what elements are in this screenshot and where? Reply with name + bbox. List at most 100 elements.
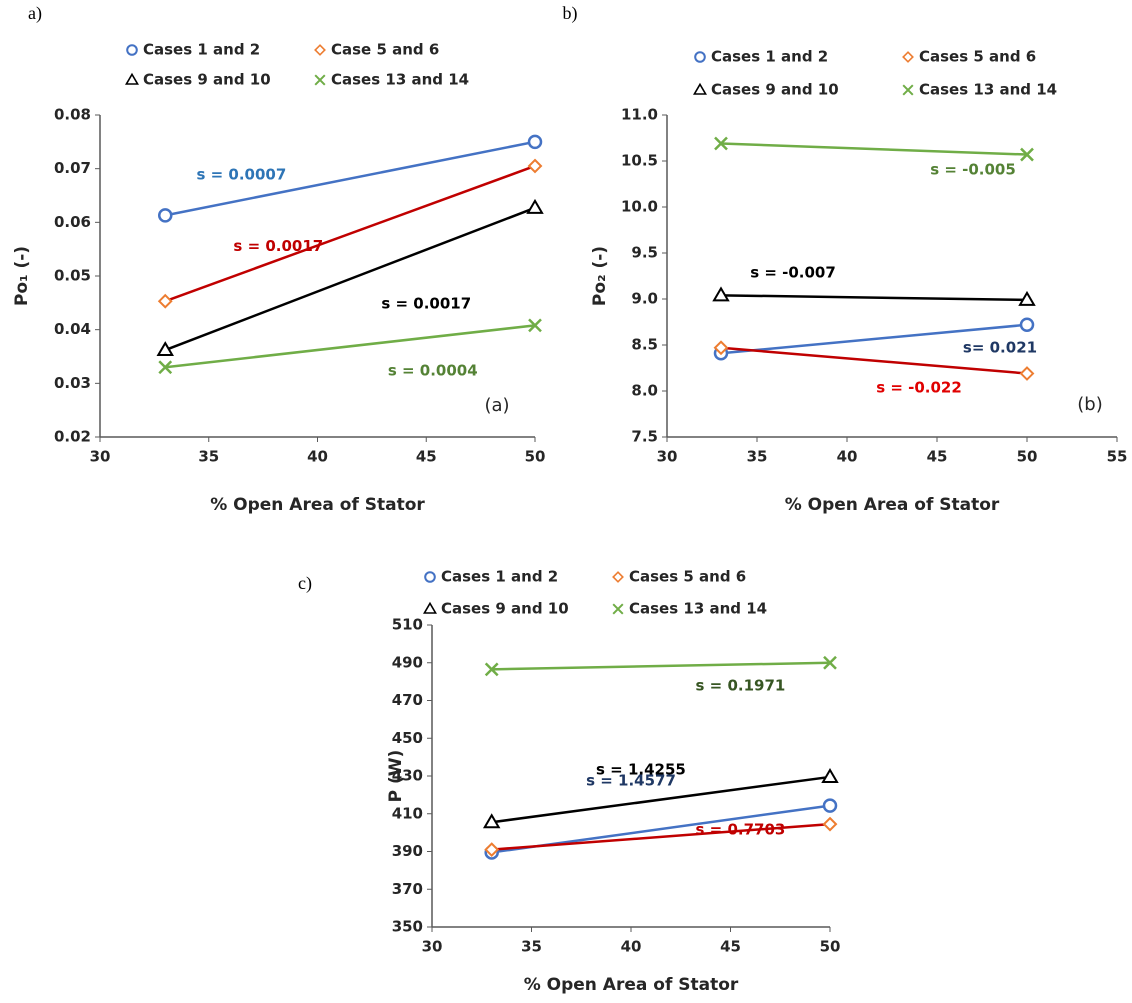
legend-label: Cases 5 and 6: [629, 568, 746, 586]
y-tick-label: 9.5: [631, 244, 658, 262]
x-tick-label: 35: [198, 448, 219, 466]
y-tick-label: 370: [392, 880, 423, 898]
x-tick-label: 40: [837, 448, 858, 466]
marker: [424, 571, 436, 583]
marker: [126, 44, 138, 56]
marker: [1019, 317, 1035, 333]
marker: [527, 158, 543, 174]
y-tick-label: 8.5: [631, 336, 658, 354]
marker: [484, 662, 499, 677]
x-tick-label: 45: [927, 448, 948, 466]
y-tick-label: 470: [392, 691, 423, 709]
x-tick-label: 35: [521, 938, 542, 956]
y-tick-label: 9.0: [631, 290, 658, 308]
marker: [528, 318, 542, 333]
y-tick-label: 510: [392, 616, 423, 634]
marker: [902, 84, 914, 96]
marker: [527, 134, 543, 150]
annotation: s = -0.005: [930, 161, 1016, 179]
y-tick-label: 0.02: [54, 428, 91, 446]
annotation: s = 0.1971: [696, 676, 786, 694]
annotation: s = 0.0017: [381, 294, 471, 312]
x-tick-label: 45: [416, 448, 437, 466]
legend-label: Cases 1 and 2: [711, 48, 828, 66]
marker: [1020, 147, 1034, 162]
annotation: s = 1.4577: [586, 772, 676, 790]
panel-tag: (b): [1077, 394, 1102, 415]
y-tick-label: 7.5: [631, 428, 658, 446]
marker: [902, 51, 914, 63]
y-tick-label: 0.03: [54, 374, 91, 392]
marker: [821, 767, 839, 783]
chart-panel: a) (a) 0.02 0.03 0.04 0.05 0.06 0.07 0.08 30 35 40 4…: [12, 3, 545, 515]
marker: [822, 798, 838, 813]
marker: [713, 340, 729, 356]
series-line: [164, 164, 536, 303]
legend-label: Cases 13 and 14: [919, 81, 1057, 99]
marker: [526, 198, 544, 214]
marker: [1018, 290, 1036, 306]
legend-label: Cases 13 and 14: [331, 71, 469, 89]
legend-label: Cases 1 and 2: [143, 41, 260, 59]
y-tick-label: 410: [392, 804, 423, 822]
annotation: s = 0.0017: [233, 237, 323, 255]
x-tick-label: 30: [657, 448, 678, 466]
y-tick-label: 0.04: [54, 320, 91, 338]
panel-label: b): [563, 3, 578, 24]
x-axis-title: % Open Area of Stator: [210, 495, 425, 515]
annotation: s = 0.7703: [696, 820, 786, 838]
y-tick-label: 390: [392, 842, 423, 860]
marker: [158, 360, 173, 375]
marker: [714, 136, 728, 151]
marker: [712, 286, 730, 302]
chart-panel: c) 350 370 390 410 430 450 470 490 510 30 35 40 45 50%…: [298, 568, 840, 996]
x-tick-label: 55: [1107, 448, 1128, 466]
x-tick-label: 45: [720, 938, 741, 956]
legend-label: Cases 9 and 10: [441, 600, 569, 618]
marker: [482, 813, 501, 829]
legend-label: Cases 9 and 10: [143, 71, 271, 89]
series-line: [491, 775, 831, 824]
annotation: s = 1.4255: [596, 760, 686, 778]
y-tick-label: 0.05: [54, 267, 91, 285]
y-tick-label: 10.5: [621, 152, 658, 170]
legend-label: Cases 5 and 6: [919, 48, 1036, 66]
marker: [158, 208, 173, 223]
series-line: [165, 324, 536, 369]
marker: [612, 603, 624, 615]
y-tick-label: 0.06: [54, 213, 91, 231]
marker: [694, 51, 706, 63]
panel-label: a): [28, 3, 42, 24]
legend-label: Cases 13 and 14: [629, 600, 767, 618]
y-axis-title: P (W): [386, 750, 406, 803]
annotation: s= 0.021: [963, 338, 1037, 356]
series-line: [491, 661, 831, 671]
series-line: [491, 822, 831, 851]
y-tick-label: 490: [392, 653, 423, 671]
marker: [314, 44, 326, 56]
x-axis-title: % Open Area of Stator: [785, 495, 1000, 515]
y-tick-label: 8.0: [631, 382, 658, 400]
x-tick-label: 50: [820, 938, 841, 956]
series-line: [720, 323, 1028, 355]
annotation: s = 0.0007: [196, 166, 286, 184]
marker: [1019, 366, 1035, 381]
y-tick-label: 0.07: [54, 159, 91, 177]
marker: [484, 842, 500, 858]
y-axis-title: Po₁ (-): [12, 246, 32, 306]
x-axis-title: % Open Area of Stator: [524, 975, 739, 995]
marker: [157, 293, 173, 309]
x-tick-label: 30: [90, 448, 111, 466]
series-line: [165, 140, 536, 217]
chart-panel: b) (b) 7.5 8.0 8.5 9.0 9.5 10.0 10.5 11.0 30 35 40 45…: [563, 3, 1128, 515]
y-tick-label: 11.0: [621, 106, 658, 124]
y-tick-label: 350: [392, 918, 423, 936]
x-tick-label: 40: [621, 938, 642, 956]
legend-label: Cases 9 and 10: [711, 81, 839, 99]
x-tick-label: 40: [307, 448, 328, 466]
series-line: [720, 346, 1028, 375]
x-tick-label: 30: [422, 938, 443, 956]
marker: [823, 655, 837, 670]
panel-label: c): [298, 573, 312, 594]
